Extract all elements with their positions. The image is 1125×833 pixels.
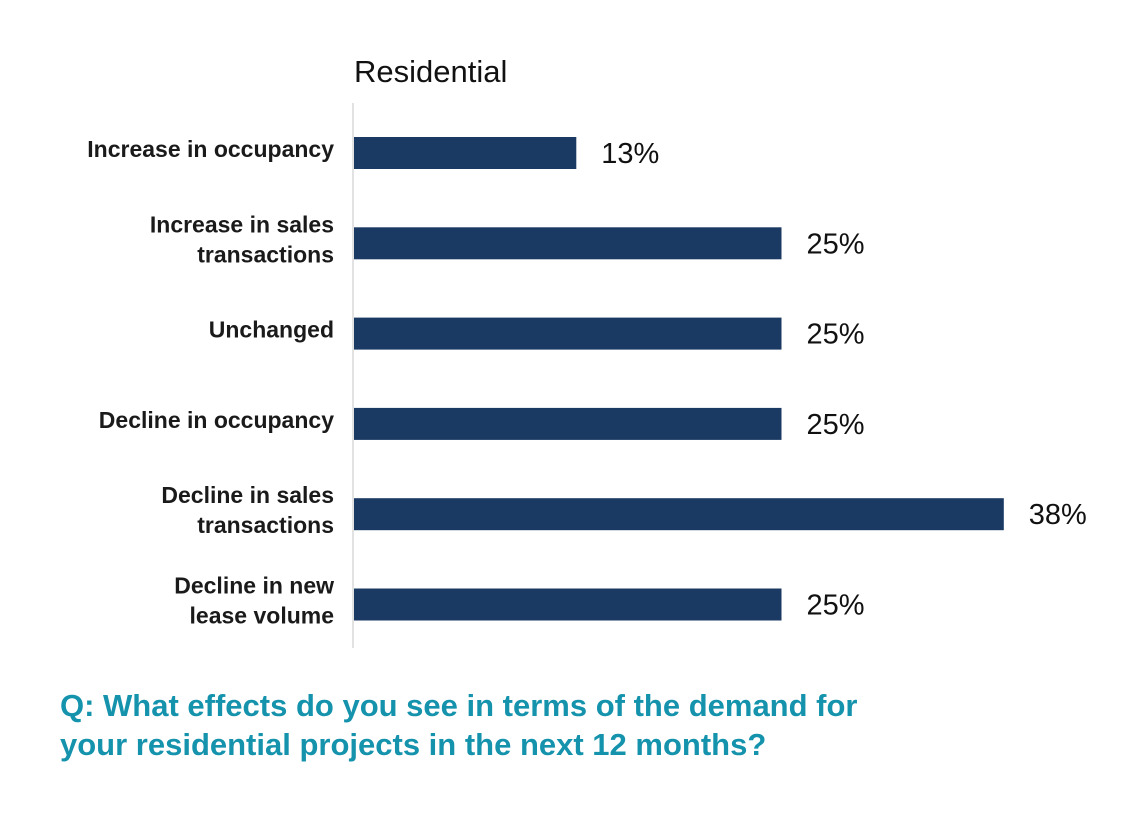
category-label: transactions [197, 241, 334, 267]
bar [354, 227, 782, 260]
category-label: Decline in new [174, 573, 334, 599]
survey-question-line-1: Q: What effects do you see in terms of t… [60, 688, 858, 723]
category-label: lease volume [190, 603, 334, 629]
bar-value-label: 13% [601, 138, 659, 170]
category-label: Unchanged [209, 317, 334, 343]
bar [354, 498, 1004, 531]
bar-value-label: 38% [1029, 499, 1087, 531]
category-label: Increase in sales [150, 211, 334, 237]
survey-question: Q: What effects do you see in terms of t… [60, 686, 1060, 764]
survey-question-line-2: your residential projects in the next 12… [60, 727, 767, 762]
bar [354, 588, 782, 621]
category-label: Decline in sales [161, 482, 334, 508]
category-label: transactions [197, 512, 334, 538]
bars-layer: 13% Increase in occupancy 25% Increase in s… [87, 136, 1087, 629]
bar [354, 137, 577, 169]
category-label: Decline in occupancy [99, 407, 334, 433]
bar-value-label: 25% [807, 590, 865, 622]
chart-title: Residential [354, 54, 507, 89]
bar-value-label: 25% [807, 319, 865, 351]
bar-value-label: 25% [807, 409, 865, 441]
bar [354, 317, 782, 350]
bar [354, 407, 782, 440]
category-label: Increase in occupancy [87, 136, 334, 162]
bar-value-label: 25% [807, 228, 865, 260]
